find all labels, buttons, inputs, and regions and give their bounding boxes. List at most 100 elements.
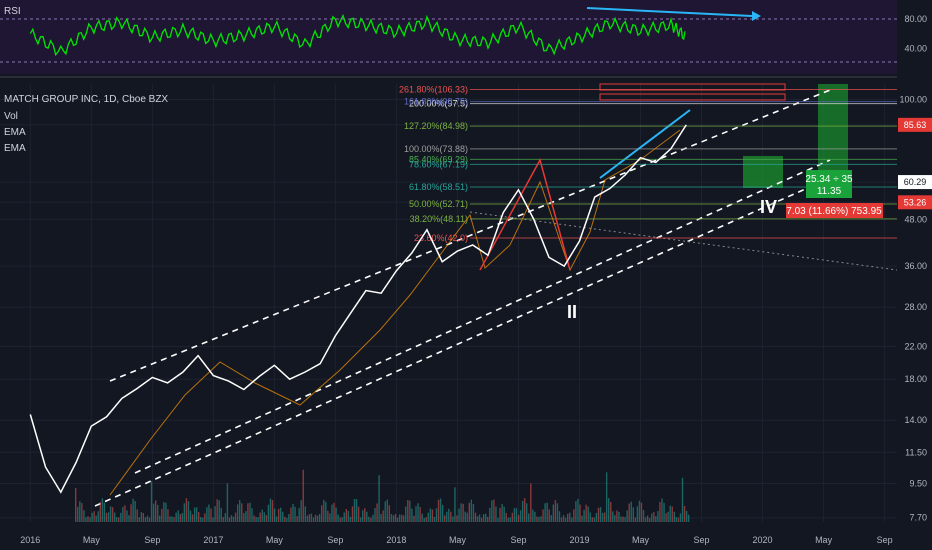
channel-upper: [109, 89, 831, 382]
volume-bar: [275, 516, 278, 522]
legend-vol[interactable]: Vol: [4, 111, 18, 122]
time-axis-ticks: 2016 May Sep 2017 May Sep 2018 May Sep 2019 May Sep…: [20, 535, 892, 545]
volume-bar: [628, 503, 630, 522]
volume-bar: [116, 517, 118, 522]
volume-bar: [400, 514, 403, 522]
volume-bar: [107, 512, 110, 522]
volume-bar: [562, 515, 565, 522]
volume-bar: [478, 514, 481, 522]
volume-bar: [415, 506, 417, 522]
volume-bar: [487, 516, 489, 522]
volume-bar: [120, 512, 122, 522]
volume-bar: [259, 512, 261, 522]
time-tick-label: Sep: [877, 535, 893, 545]
volume-bar: [341, 517, 343, 522]
time-tick-label: Sep: [144, 535, 160, 545]
volume-bar: [446, 511, 448, 522]
grid: [0, 84, 897, 522]
volume-bar: [542, 509, 544, 522]
volume-bar: [97, 511, 99, 522]
volume-bar: [152, 503, 155, 522]
volume-bar: [614, 515, 616, 522]
fib-level-label: 85.40%(69.29): [409, 154, 468, 164]
price-tick-label: 48.00: [904, 214, 927, 224]
volume-bar: [177, 510, 179, 522]
volume-bar: [392, 515, 395, 522]
volume-bar: [191, 514, 194, 522]
volume-bar: [466, 512, 468, 522]
volume-bar: [263, 512, 265, 522]
volume-bar: [200, 516, 202, 522]
time-tick-label: 2016: [20, 535, 40, 545]
volume-bar: [173, 517, 175, 522]
volume-bar: [136, 509, 138, 522]
volume-bar: [663, 502, 665, 522]
volume-bar: [255, 517, 257, 522]
volume-bar: [99, 502, 101, 522]
volume-bar: [429, 508, 432, 522]
time-tick-label: 2019: [569, 535, 589, 545]
volume-bar: [503, 506, 505, 522]
price-divergence-line: [599, 109, 691, 179]
volume-bar: [79, 501, 81, 522]
time-tick-label: May: [449, 535, 467, 545]
volume-bar: [175, 512, 177, 522]
rsi-line: [29, 13, 686, 57]
volume-bar: [382, 510, 384, 522]
volume-bar: [556, 503, 559, 522]
volume-bar: [128, 515, 130, 522]
volume-bar: [515, 508, 518, 522]
volume-bar: [669, 505, 671, 522]
volume-bar: [685, 510, 688, 522]
price-tick-label: 22.00: [904, 341, 927, 351]
volume-bar: [280, 507, 282, 522]
volume-bar: [224, 513, 227, 522]
volume-bar: [612, 511, 614, 522]
volume-bar: [277, 508, 280, 522]
legend-ema-1[interactable]: EMA: [4, 127, 26, 138]
volume-bar: [439, 498, 442, 522]
price-badge: [898, 175, 932, 190]
volume-bar: [425, 517, 427, 522]
volume-bar: [286, 517, 288, 522]
volume-bar: [450, 511, 452, 522]
fib-level-label: 23.60%(42.0): [414, 233, 468, 243]
volume-bar: [519, 510, 522, 522]
price-line: [29, 124, 687, 494]
volume-bar: [398, 514, 401, 522]
volume-bar: [396, 517, 399, 522]
price-tick-label: 28.00: [904, 302, 927, 312]
volume-bar: [452, 516, 454, 522]
volume-bar: [314, 514, 317, 522]
volume-bar: [579, 504, 581, 522]
volume-bar: [608, 498, 610, 522]
volume-bar: [421, 513, 423, 522]
volume-bar: [411, 508, 413, 522]
volume-bar: [267, 504, 270, 522]
trend-projection: [469, 211, 898, 271]
volume-bar: [161, 508, 163, 522]
volume-bar: [241, 503, 243, 522]
price-badges: 85.63 60.29 53.26: [898, 117, 932, 210]
volume-bar: [154, 500, 157, 522]
volume-bar: [148, 517, 151, 522]
volume-bar: [185, 498, 188, 522]
legend-ema-2[interactable]: EMA: [4, 143, 26, 154]
volume-bar: [243, 513, 245, 522]
target-label-line2: 11.35: [817, 186, 842, 197]
volume-bar: [380, 513, 382, 522]
volume-bar: [560, 517, 563, 522]
volume-bar: [163, 502, 165, 522]
volume-bar: [567, 513, 569, 522]
volume-bar: [208, 504, 210, 522]
volume-bar: [548, 509, 550, 522]
fib-level-label: 261.80%(106.33): [399, 85, 468, 95]
volume-bar: [378, 475, 380, 522]
price-badge: [898, 195, 932, 210]
fib-level-label: 50.00%(52.71): [409, 199, 468, 209]
price-tick-label: 7.70: [909, 513, 927, 523]
volume-bar: [482, 514, 485, 522]
volume-bar: [661, 498, 663, 522]
volume-bar: [167, 509, 169, 522]
